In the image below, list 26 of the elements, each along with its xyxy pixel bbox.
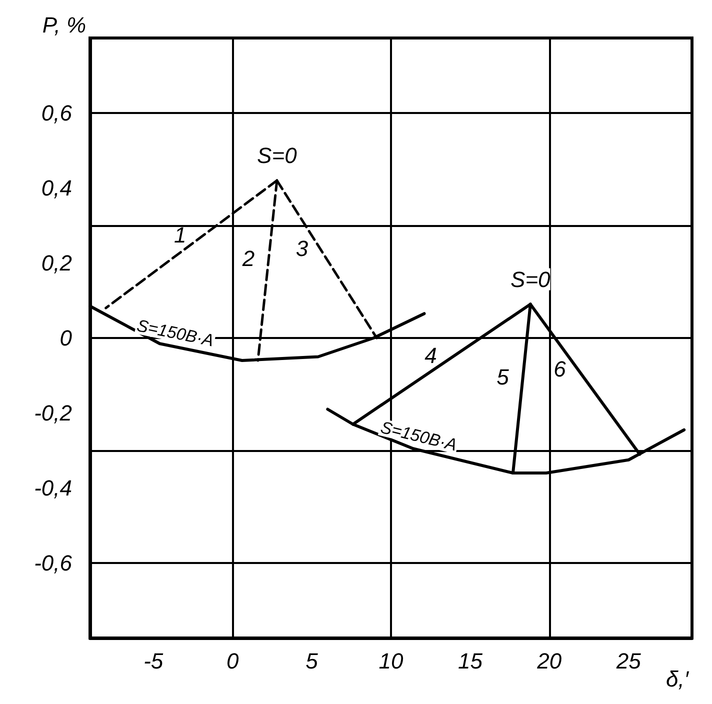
y-tick-label: 0,4 — [41, 176, 72, 200]
x-tick-label: 0 — [226, 648, 240, 674]
series-label: 5 — [496, 364, 510, 390]
x-tick-label: 25 — [615, 648, 642, 674]
x-tick-label: 10 — [378, 648, 404, 674]
annotation: S=0 — [257, 143, 298, 168]
y-tick-label: 0,6 — [41, 100, 73, 126]
series-label: 2 — [241, 246, 255, 271]
annotation: S=150В·А — [135, 316, 216, 350]
y-tick-label: 0 — [60, 326, 73, 350]
x-axis-title: δ,′ — [666, 666, 690, 692]
series-label: 4 — [424, 342, 437, 368]
x-tick-label: 15 — [458, 648, 484, 674]
series-label: 6 — [554, 356, 567, 382]
y-tick-label: 0,2 — [41, 250, 72, 276]
x-tick-label: 5 — [306, 648, 319, 674]
annotation: S=0 — [510, 266, 552, 292]
x-tick-label: -5 — [144, 648, 164, 674]
series-label: 3 — [296, 236, 309, 261]
y-axis-title: P, % — [42, 12, 86, 38]
y-tick-label: -0,6 — [34, 550, 73, 576]
y-tick-label: -0,4 — [34, 476, 72, 500]
x-tick-label: 20 — [536, 648, 562, 674]
annotation: S=150В·А — [378, 418, 459, 455]
y-tick-label: -0,2 — [34, 400, 72, 426]
series-label: 1 — [174, 222, 186, 248]
